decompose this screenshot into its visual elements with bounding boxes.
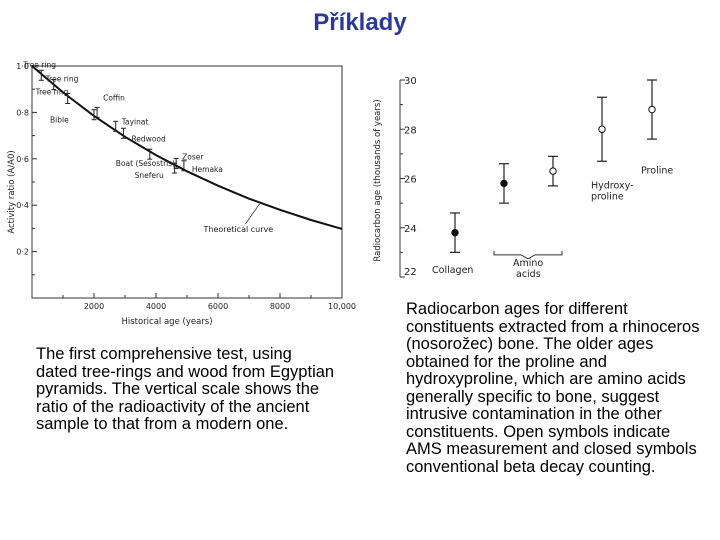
sample-label: Hemaka bbox=[192, 165, 223, 174]
amino-acids-bracket bbox=[493, 250, 563, 260]
open-point-ams bbox=[648, 105, 656, 114]
open-point-ams bbox=[598, 125, 606, 133]
left-plot-frame bbox=[31, 65, 343, 299]
y-axis-title: Activity ratio (A/A0) bbox=[7, 150, 17, 233]
caption-right: Radiocarbon ages for different constitue… bbox=[406, 300, 700, 476]
annotation-hydroxy-line1: Hydroxy- bbox=[591, 180, 634, 191]
annotation-amino-line2: acids bbox=[516, 269, 541, 280]
annotation-amino-line1: Amino bbox=[513, 258, 543, 269]
x-tick-label: 2000 bbox=[84, 302, 104, 311]
y-axis-title: Radiocarbon age (thousands of years) bbox=[373, 99, 383, 261]
y-tick-label: 30 bbox=[404, 76, 417, 87]
sample-label: Tree ring bbox=[22, 60, 56, 69]
theoretical-curve-line bbox=[31, 65, 343, 230]
x-tick-label: 8000 bbox=[270, 302, 290, 311]
annotation-collagen: Collagen bbox=[432, 265, 473, 276]
y-tick-label: 0·8 bbox=[16, 108, 29, 117]
curve-label: Theoretical curve bbox=[203, 225, 274, 234]
y-tick-label: 1·0 bbox=[16, 62, 29, 71]
page-title: Příklady bbox=[313, 9, 407, 36]
x-tick-label: 10,000 bbox=[328, 302, 356, 311]
sample-label: Redwood bbox=[131, 134, 166, 143]
sample-label: Tree ring bbox=[45, 75, 79, 84]
sample-label: Tree ring bbox=[35, 87, 69, 96]
annotation-hydroxy-line2: proline bbox=[591, 191, 624, 202]
y-tick-label: 26 bbox=[404, 175, 417, 186]
y-tick-label: 0·6 bbox=[16, 155, 29, 164]
x-axis-title: Historical age (years) bbox=[121, 317, 212, 327]
closed-point-beta bbox=[500, 179, 508, 188]
left-chart-axes: 2000 4000 6000 8000 10,000 1·0 0·8 0·6 0·4 0·2 His… bbox=[7, 62, 356, 327]
x-tick-label: 6000 bbox=[208, 302, 228, 311]
y-tick-label: 28 bbox=[404, 125, 417, 136]
sample-label: Coffin bbox=[103, 93, 125, 102]
sample-label: Bible bbox=[50, 116, 69, 125]
sample-label: Zoser bbox=[182, 152, 204, 161]
curve-leader-line bbox=[245, 203, 260, 225]
closed-point-beta bbox=[451, 228, 459, 237]
x-tick-label: 4000 bbox=[146, 302, 166, 311]
annotation-proline: Proline bbox=[641, 166, 673, 177]
right-chart-axes: 30 28 26 24 22 Radiocarbon age (thousands of … bbox=[373, 76, 417, 278]
activity-ratio-chart: 2000 4000 6000 8000 10,000 1·0 0·8 0·6 0·4 0·2 His… bbox=[7, 60, 356, 327]
radiocarbon-age-chart: 30 28 26 24 22 Radiocarbon age (thousands of … bbox=[373, 76, 673, 280]
y-tick-label: 24 bbox=[404, 224, 417, 235]
sample-label: Boat (Sesostris) bbox=[116, 159, 175, 168]
y-tick-label: 0·2 bbox=[16, 248, 29, 257]
left-chart-marks: Theoretical curve Tree ring Tree ring Tree … bbox=[22, 60, 343, 234]
sample-label: Tayinat bbox=[121, 117, 149, 126]
open-point-ams bbox=[549, 167, 557, 175]
y-tick-label: 22 bbox=[404, 267, 417, 278]
caption-left: The first comprehensive test, using date… bbox=[36, 345, 335, 433]
y-tick-label: 0·4 bbox=[16, 201, 29, 210]
sample-label: Sneferu bbox=[135, 171, 164, 180]
